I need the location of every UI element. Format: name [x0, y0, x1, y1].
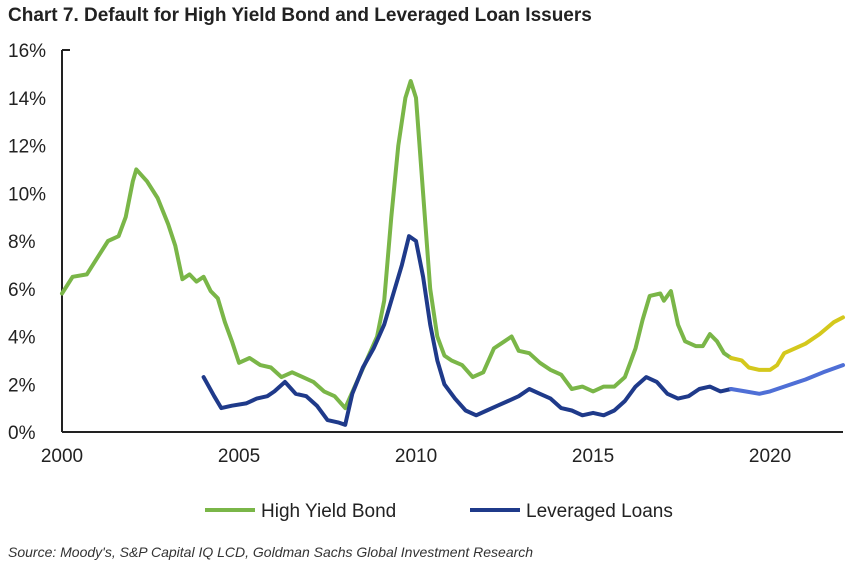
leveraged-loans-forecast-line	[729, 363, 845, 396]
x-tick-label: 2020	[749, 446, 791, 467]
y-tick-label: 6%	[8, 280, 36, 301]
y-tick-label: 4%	[8, 328, 36, 349]
legend-label-high-yield-bond: High Yield Bond	[261, 501, 396, 522]
y-tick-label: 14%	[8, 89, 46, 110]
source-note: Source: Moody's, S&P Capital IQ LCD, Gol…	[8, 544, 534, 560]
x-tick-label: 2000	[41, 446, 83, 467]
x-tick-label: 2010	[395, 446, 437, 467]
y-tick-label: 0%	[8, 423, 36, 444]
chart-title: Chart 7. Default for High Yield Bond and…	[8, 5, 592, 26]
y-tick-label: 16%	[8, 41, 46, 62]
legend-label-leveraged-loans: Leveraged Loans	[526, 501, 673, 522]
high-yield-bond-forecast-line	[729, 315, 845, 372]
y-tick-label: 2%	[8, 375, 36, 396]
x-tick-label: 2015	[572, 446, 614, 467]
leveraged-loans-line	[201, 234, 734, 427]
high-yield-bond-line	[60, 79, 734, 411]
y-tick-label: 12%	[8, 137, 46, 158]
y-tick-label: 10%	[8, 184, 46, 205]
y-tick-label: 8%	[8, 232, 36, 253]
x-tick-label: 2005	[218, 446, 260, 467]
